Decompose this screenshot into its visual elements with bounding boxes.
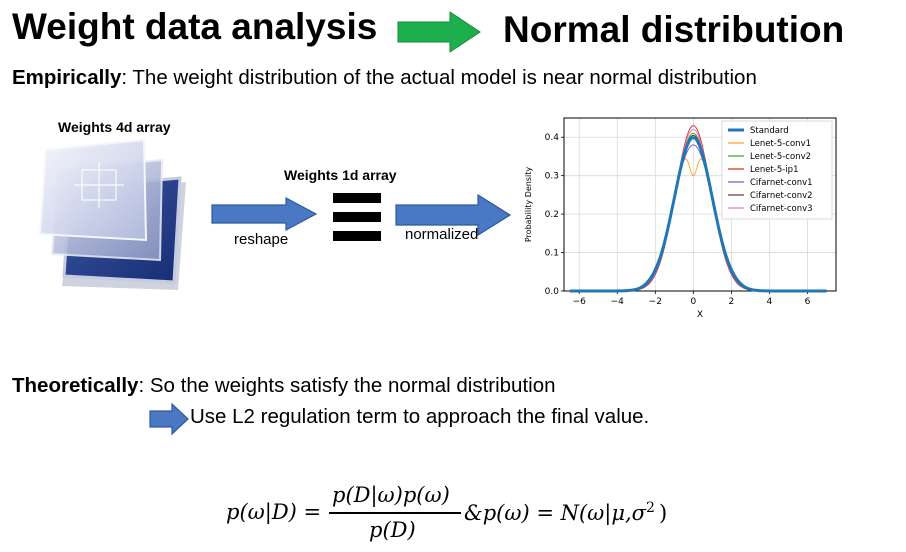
reshape-label: reshape [234, 231, 289, 248]
y-tick-label: 0.4 [545, 133, 560, 143]
reshape-arrow [211, 197, 318, 231]
legend-entry: Lenet-5-conv2 [750, 152, 811, 162]
theoretical-label: Theoretically [12, 374, 139, 397]
legend-entry: Lenet-5-conv1 [750, 139, 811, 149]
plot-frame [563, 117, 837, 292]
x-tick-label: 0 [690, 297, 696, 307]
legend-entry: Lenet-5-ip1 [750, 165, 798, 175]
x-tick-label: 4 [767, 297, 773, 307]
legend-entry: Standard [750, 126, 789, 136]
theoretical-text: : So the weights satisfy the normal dist… [138, 374, 556, 397]
legend-entry: Cifarnet-conv1 [750, 178, 813, 188]
weights-1d-label: Weights 1d array [284, 167, 397, 183]
title-normal-distribution: Normal distribution [503, 9, 845, 50]
distribution-chart: −6 −4 −2 0 2 4 6 0.0 0.1 0.2 0.3 0.4 X Probability De… [524, 117, 837, 320]
normalized-label: normalized [405, 226, 479, 243]
x-tick-label: 6 [805, 297, 811, 307]
x-tick-label: −4 [611, 297, 625, 307]
green-right-arrow-icon [397, 11, 481, 53]
theoretical-statement: Theoretically: So the weights satisfy th… [12, 374, 556, 398]
y-axis-label: Probability Density [524, 167, 533, 243]
title-weight-data-analysis: Weight data analysis [12, 6, 378, 47]
equation-fraction-line [329, 512, 461, 514]
legend-entry: Cifarnet-conv3 [750, 204, 813, 214]
weights-4d-label: Weights 4d array [58, 119, 171, 135]
x-tick-label: −6 [573, 297, 587, 307]
stacked-layers-icon [38, 138, 186, 290]
x-tick-label: 2 [729, 297, 735, 307]
series-line [569, 136, 827, 293]
x-tick-label: −2 [649, 297, 662, 307]
equation-lhs: p(ω|D) = [226, 500, 322, 524]
empirical-statement: Empirically: The weight distribution of … [12, 66, 757, 90]
equals-bars-icon [333, 193, 381, 241]
y-tick-label: 0.0 [545, 287, 560, 297]
y-tick-label: 0.1 [545, 249, 559, 259]
equation-rhs: &p(ω) = N(ω|μ,σ2) [464, 500, 668, 525]
normalized-arrow [395, 193, 512, 237]
legend-entry: Cifarnet-conv2 [750, 191, 813, 201]
y-tick-label: 0.3 [545, 172, 559, 182]
empirical-label: Empirically [12, 66, 122, 89]
equation-denominator: p(D) [369, 518, 416, 542]
blue-right-arrow-icon [149, 402, 189, 436]
empirical-text: : The weight distribution of the actual … [121, 66, 757, 89]
legend-box [721, 120, 833, 220]
theoretical-subtext: Use L2 regulation term to approach the f… [190, 405, 650, 428]
equation-numerator: p(D|ω)p(ω) [332, 483, 450, 507]
y-tick-label: 0.2 [545, 210, 559, 220]
x-axis-label: X [697, 310, 703, 320]
